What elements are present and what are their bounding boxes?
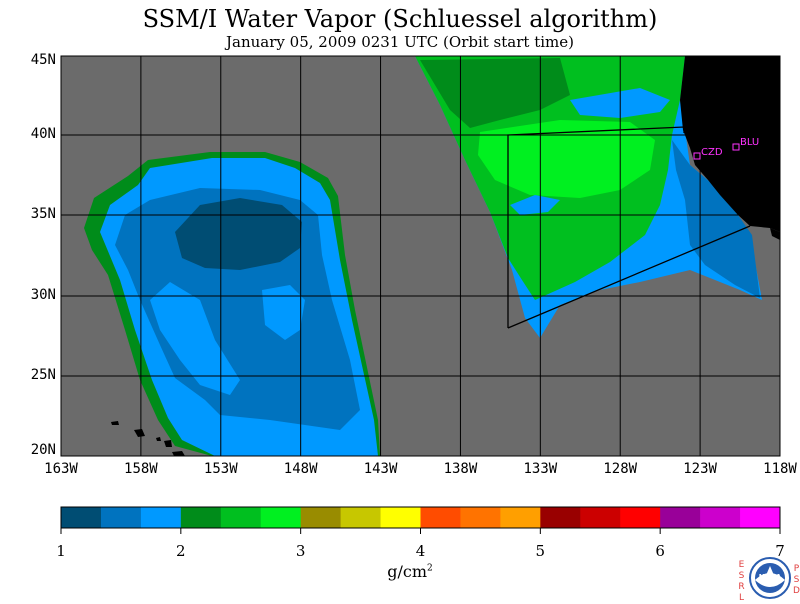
east-swath-coastal-dark: [672, 140, 760, 298]
colorbar-tick-label: 4: [415, 542, 426, 560]
east-swath-blue-patch: [510, 195, 560, 215]
station-czd-marker: [693, 152, 701, 160]
west-swath-core-dark: [175, 198, 302, 270]
colorbar-swatch: [380, 507, 421, 528]
colorbar-swatch: [300, 507, 342, 528]
colorbar-swatch: [500, 507, 541, 528]
colorbar-swatch: [220, 507, 262, 528]
latitude-label: 30N: [30, 287, 56, 303]
lat-lon-grid: [61, 56, 780, 456]
colorbar-swatch: [420, 507, 461, 528]
longitude-label: 148W: [283, 461, 318, 477]
units-superscript: 2: [427, 563, 433, 574]
colorbar-swatch: [140, 507, 182, 528]
logo-left-letters: ESRL: [738, 560, 746, 604]
land-baja-tip: [770, 228, 780, 240]
longitude-label: 143W: [363, 461, 398, 477]
colorbar-tick-label: 2: [176, 542, 186, 560]
longitude-label: 133W: [523, 461, 558, 477]
colorbar-units: g/cm2: [380, 562, 440, 581]
longitude-label: 153W: [203, 461, 238, 477]
logo-center-text: NOAA: [758, 573, 782, 581]
colorbar-swatch: [660, 507, 701, 528]
land-california: [680, 56, 780, 232]
colorbar-swatch: [540, 507, 581, 528]
colorbar-tick-label: 7: [775, 542, 785, 560]
latitude-label: 35N: [30, 206, 56, 222]
latitude-label: 20N: [30, 442, 56, 458]
colorbar-tick-label: 6: [655, 542, 665, 560]
longitude-label: 118W: [763, 461, 797, 477]
station-czd-label: CZD: [701, 147, 723, 158]
longitude-label: 163W: [44, 461, 78, 477]
colorbar-border: [60, 506, 781, 529]
colorbar-tick-label: 3: [295, 542, 306, 560]
colorbar-swatch: [580, 507, 621, 528]
noaa-logo-graphic: [749, 557, 791, 599]
colorbar-tick-label: 1: [56, 542, 66, 560]
hawaiian-islands: [111, 421, 185, 456]
longitude-label: 138W: [443, 461, 478, 477]
longitude-label: 128W: [603, 461, 638, 477]
west-swath-blue-tongue: [150, 282, 240, 395]
map-border: [60, 55, 781, 457]
colorbar-swatch: [740, 507, 781, 528]
colorbar-swatch: [700, 507, 741, 528]
station-blu-marker: [732, 143, 740, 151]
colorbar-swatch: [340, 507, 382, 528]
station-blu-label: BLU: [740, 137, 760, 148]
chart-subtitle: January 05, 2009 0231 UTC (Orbit start t…: [226, 33, 574, 51]
units-text: g/cm: [387, 562, 428, 581]
logo-right-letters: PSD: [793, 564, 800, 597]
colorbar-swatch: [620, 507, 661, 528]
latitude-label: 45N: [30, 52, 56, 68]
chart-title: SSM/I Water Vapor (Schluessel algorithm): [142, 5, 658, 33]
logo-left-text: ESRL: [738, 560, 745, 603]
latitude-label: 25N: [30, 367, 56, 383]
colorbar-swatch: [61, 507, 102, 528]
latitude-label: 40N: [30, 126, 56, 142]
longitude-label: 158W: [124, 461, 158, 477]
western-swath: [84, 152, 380, 456]
sector-outline: [507, 126, 751, 329]
colorbar-swatch: [180, 507, 222, 528]
colorbar: [60, 507, 781, 534]
colorbar-swatch: [260, 507, 302, 528]
east-swath-bright-green: [478, 120, 655, 198]
colorbar-swatch: [100, 507, 142, 528]
east-swath-dark-green-north: [420, 58, 570, 128]
logo-right-text: PSD: [793, 564, 800, 596]
colorbar-tick-label: 5: [535, 542, 546, 560]
eastern-swath: [415, 56, 762, 338]
colorbar-swatch: [460, 507, 501, 528]
longitude-label: 123W: [683, 461, 717, 477]
west-swath-blue-lobe: [262, 285, 305, 340]
